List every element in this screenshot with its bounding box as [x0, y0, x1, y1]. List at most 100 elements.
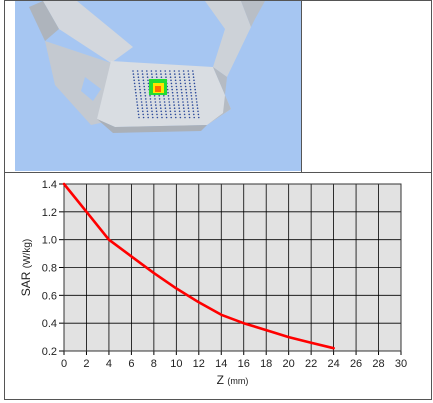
grid-point [188, 113, 190, 116]
grid-point [160, 110, 162, 113]
grid-point [188, 110, 190, 113]
grid-point [185, 88, 187, 91]
grid-point [137, 110, 139, 113]
grid-point [138, 82, 140, 85]
grid-point [193, 113, 195, 116]
x-tick-label: 8 [151, 358, 157, 370]
grid-point [181, 95, 183, 97]
x-tick-label: 18 [260, 358, 272, 370]
grid-point [175, 82, 177, 85]
sar-curve [62, 182, 335, 350]
holder-slot [81, 77, 101, 101]
y-tick-label: 0.2 [42, 346, 57, 358]
grid-point [174, 73, 176, 75]
y-tick-label: 0.8 [42, 263, 57, 275]
grid-point [176, 91, 178, 94]
grid-point [172, 95, 174, 97]
grid-point [165, 116, 168, 119]
grid-point [154, 101, 157, 103]
grid-point [138, 79, 140, 82]
grid-point [146, 76, 149, 78]
grid-point [155, 107, 157, 109]
grid-point [183, 110, 185, 113]
grid-point [178, 107, 180, 109]
grid-point [160, 76, 163, 78]
grid-point [167, 95, 170, 97]
grid-point [140, 95, 142, 97]
grid-point [133, 82, 136, 85]
grid-point [158, 98, 161, 100]
grid-point [196, 107, 199, 109]
x-tick-label: 26 [350, 358, 362, 370]
grid-point [164, 70, 166, 72]
grid-point [169, 110, 172, 113]
grid-point [144, 95, 147, 97]
x-tick-label: 20 [283, 358, 295, 370]
grid-point [187, 107, 190, 109]
grid-point [195, 98, 198, 100]
grid-point [144, 91, 146, 94]
grid-point [188, 79, 191, 82]
grid-point [188, 116, 191, 119]
grid-point [151, 76, 153, 78]
grid-point [136, 104, 139, 106]
grid-point [174, 79, 177, 82]
holder-left-panel [45, 41, 119, 125]
grid-point [186, 101, 189, 103]
grid-point [192, 110, 195, 113]
grid-point [186, 95, 188, 97]
grid-point [165, 76, 167, 78]
panel-divider-vertical [301, 1, 302, 172]
grid-point [183, 113, 186, 116]
grid-point [143, 85, 145, 88]
grid-point [191, 98, 193, 100]
grid-point [133, 79, 135, 82]
grid-point [143, 82, 145, 85]
grid-point [169, 76, 172, 78]
grid-point [184, 85, 187, 88]
grid-point [146, 70, 148, 72]
x-tick-label: 10 [170, 358, 182, 370]
holder-right-arm-top [241, 1, 265, 27]
grid-point [147, 113, 149, 116]
grid-point [170, 116, 172, 119]
grid-point [160, 113, 163, 116]
holder-left-arm [43, 1, 133, 63]
grid-point [137, 73, 139, 75]
grid-point [192, 70, 194, 72]
grid-point [155, 70, 157, 72]
x-tick-label: 16 [238, 358, 250, 370]
grid-point [139, 88, 141, 91]
grid-point [146, 107, 148, 109]
grid-point [184, 116, 186, 119]
grid-point [194, 91, 197, 94]
hotspot-core [155, 86, 161, 92]
grid-point [184, 79, 186, 82]
grid-point [160, 107, 162, 109]
grid-point [135, 91, 137, 94]
grid-point [171, 88, 173, 91]
grid-point [197, 110, 199, 113]
grid-point [151, 73, 153, 75]
grid-point [191, 104, 194, 106]
grid-point [194, 85, 196, 88]
grid-point [142, 79, 145, 82]
grid-point [132, 73, 135, 75]
grid-point [196, 104, 198, 106]
grid-point [189, 88, 192, 91]
grid-point [142, 113, 144, 116]
grid-point [138, 85, 141, 88]
grid-point [181, 98, 184, 100]
y-tick-label: 1.0 [42, 235, 57, 247]
y-tick-label: 1.4 [42, 179, 57, 191]
plate-front-edge [97, 119, 207, 133]
grid-point [150, 101, 152, 103]
grid-point [194, 88, 196, 91]
grid-point [158, 95, 160, 97]
grid-point [141, 73, 144, 75]
grid-point [161, 116, 163, 119]
grid-point [163, 101, 166, 103]
grid-point [169, 70, 171, 72]
grid-point [147, 79, 149, 82]
grid-point [176, 95, 179, 97]
